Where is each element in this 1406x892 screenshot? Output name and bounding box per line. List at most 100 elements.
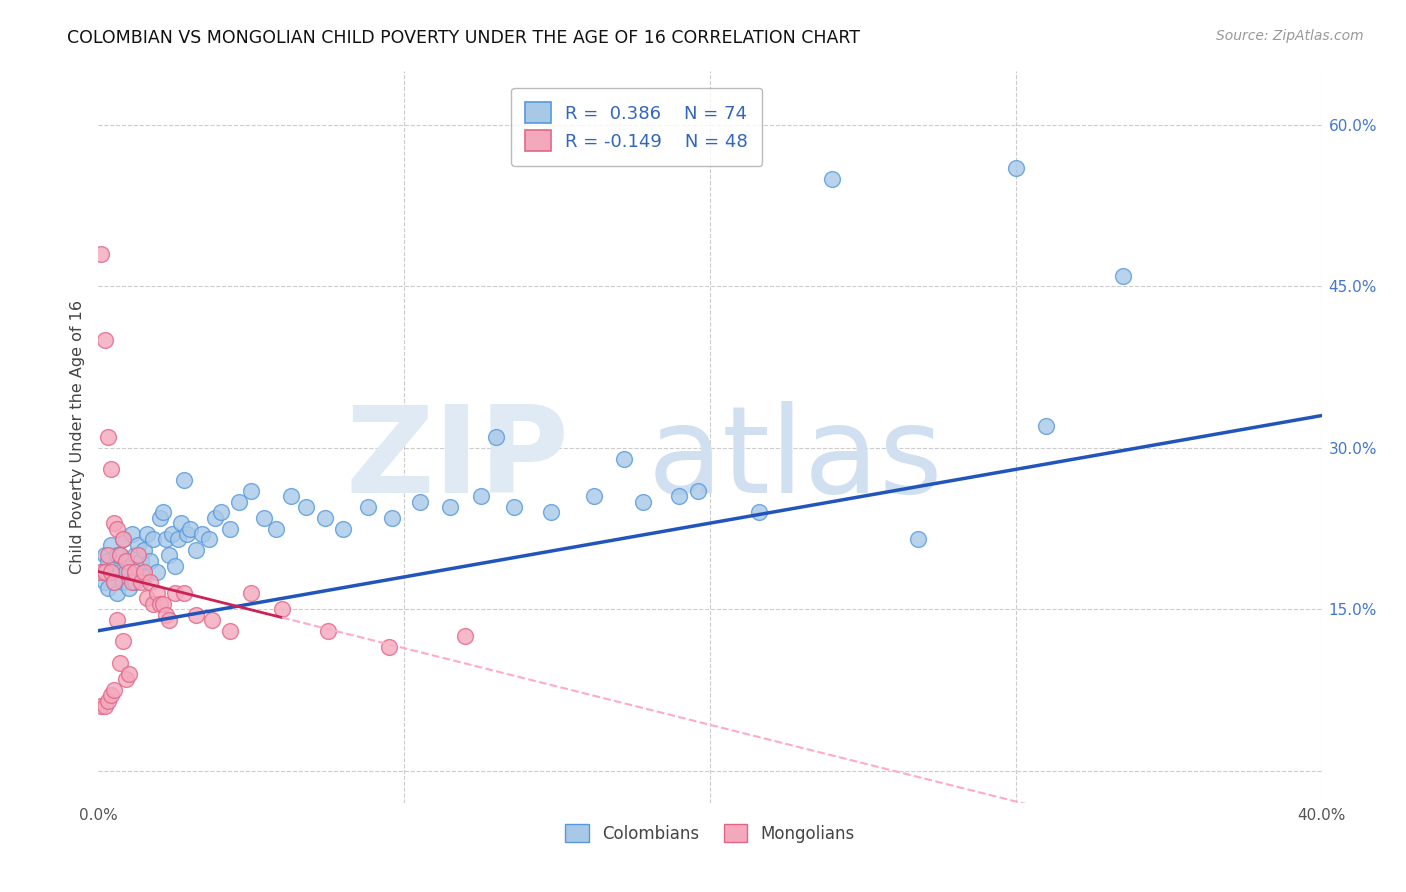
Point [115, 554, 138, 568]
Point [503, 500, 526, 514]
Text: Source: ZipAtlas.com: Source: ZipAtlas.com [1216, 29, 1364, 44]
Point [115, 672, 138, 686]
Point [103, 682, 125, 697]
Point [142, 597, 165, 611]
Point [1035, 419, 1057, 434]
Point [219, 624, 242, 638]
Point [93, 698, 115, 713]
Point [170, 516, 193, 530]
Point [97, 693, 120, 707]
Point [152, 597, 174, 611]
Point [93, 575, 115, 590]
Point [100, 565, 122, 579]
Point [139, 575, 162, 590]
Point [90, 565, 112, 579]
Point [1112, 268, 1135, 283]
Point [240, 586, 263, 600]
Point [134, 570, 156, 584]
Point [90, 698, 112, 713]
Point [157, 549, 180, 563]
Point [332, 521, 354, 535]
Point [103, 516, 125, 530]
Point [105, 521, 128, 535]
Point [186, 607, 208, 622]
Point [907, 533, 929, 547]
Point [631, 494, 654, 508]
Point [118, 565, 141, 579]
Point [485, 430, 508, 444]
Point [686, 483, 709, 498]
Point [582, 489, 605, 503]
Point [155, 607, 177, 622]
Text: atlas: atlas [648, 401, 943, 517]
Point [93, 549, 115, 563]
Point [186, 543, 208, 558]
Point [127, 565, 149, 579]
Point [179, 521, 201, 535]
Point [155, 533, 177, 547]
Point [139, 554, 162, 568]
Point [136, 527, 159, 541]
Point [204, 510, 226, 524]
Point [240, 483, 263, 498]
Point [97, 549, 120, 563]
Point [209, 505, 232, 519]
Point [105, 613, 128, 627]
Point [167, 533, 190, 547]
Point [219, 521, 242, 535]
Point [145, 565, 167, 579]
Point [118, 554, 141, 568]
Point [111, 533, 134, 547]
Point [105, 586, 128, 600]
Point [252, 510, 274, 524]
Point [129, 554, 152, 568]
Point [129, 575, 152, 590]
Legend: Colombians, Mongolians: Colombians, Mongolians [558, 818, 862, 849]
Point [228, 494, 250, 508]
Point [173, 586, 195, 600]
Point [821, 172, 844, 186]
Point [118, 666, 141, 681]
Point [121, 527, 143, 541]
Point [111, 533, 134, 547]
Point [108, 549, 131, 563]
Point [100, 462, 122, 476]
Point [280, 489, 302, 503]
Point [160, 527, 183, 541]
Point [90, 565, 112, 579]
Point [748, 505, 770, 519]
Point [127, 549, 149, 563]
Point [1004, 161, 1026, 176]
Point [173, 473, 195, 487]
Y-axis label: Child Poverty Under the Age of 16: Child Poverty Under the Age of 16 [69, 300, 84, 574]
Point [149, 597, 172, 611]
Point [93, 333, 115, 347]
Point [295, 500, 318, 514]
Text: COLOMBIAN VS MONGOLIAN CHILD POVERTY UNDER THE AGE OF 16 CORRELATION CHART: COLOMBIAN VS MONGOLIAN CHILD POVERTY UND… [67, 29, 860, 47]
Point [408, 494, 430, 508]
Point [163, 559, 186, 574]
Point [90, 247, 112, 261]
Point [134, 543, 156, 558]
Point [97, 554, 120, 568]
Point [145, 586, 167, 600]
Point [100, 538, 122, 552]
Point [264, 521, 287, 535]
Point [157, 613, 180, 627]
Point [152, 505, 174, 519]
Point [111, 575, 134, 590]
Point [668, 489, 690, 503]
Text: ZIP: ZIP [346, 401, 569, 517]
Point [103, 575, 125, 590]
Point [142, 533, 165, 547]
Point [356, 500, 378, 514]
Point [314, 510, 336, 524]
Point [197, 533, 219, 547]
Point [93, 565, 115, 579]
Point [103, 559, 125, 574]
Point [124, 549, 146, 563]
Point [134, 565, 156, 579]
Point [316, 624, 339, 638]
Point [105, 549, 128, 563]
Point [270, 602, 292, 616]
